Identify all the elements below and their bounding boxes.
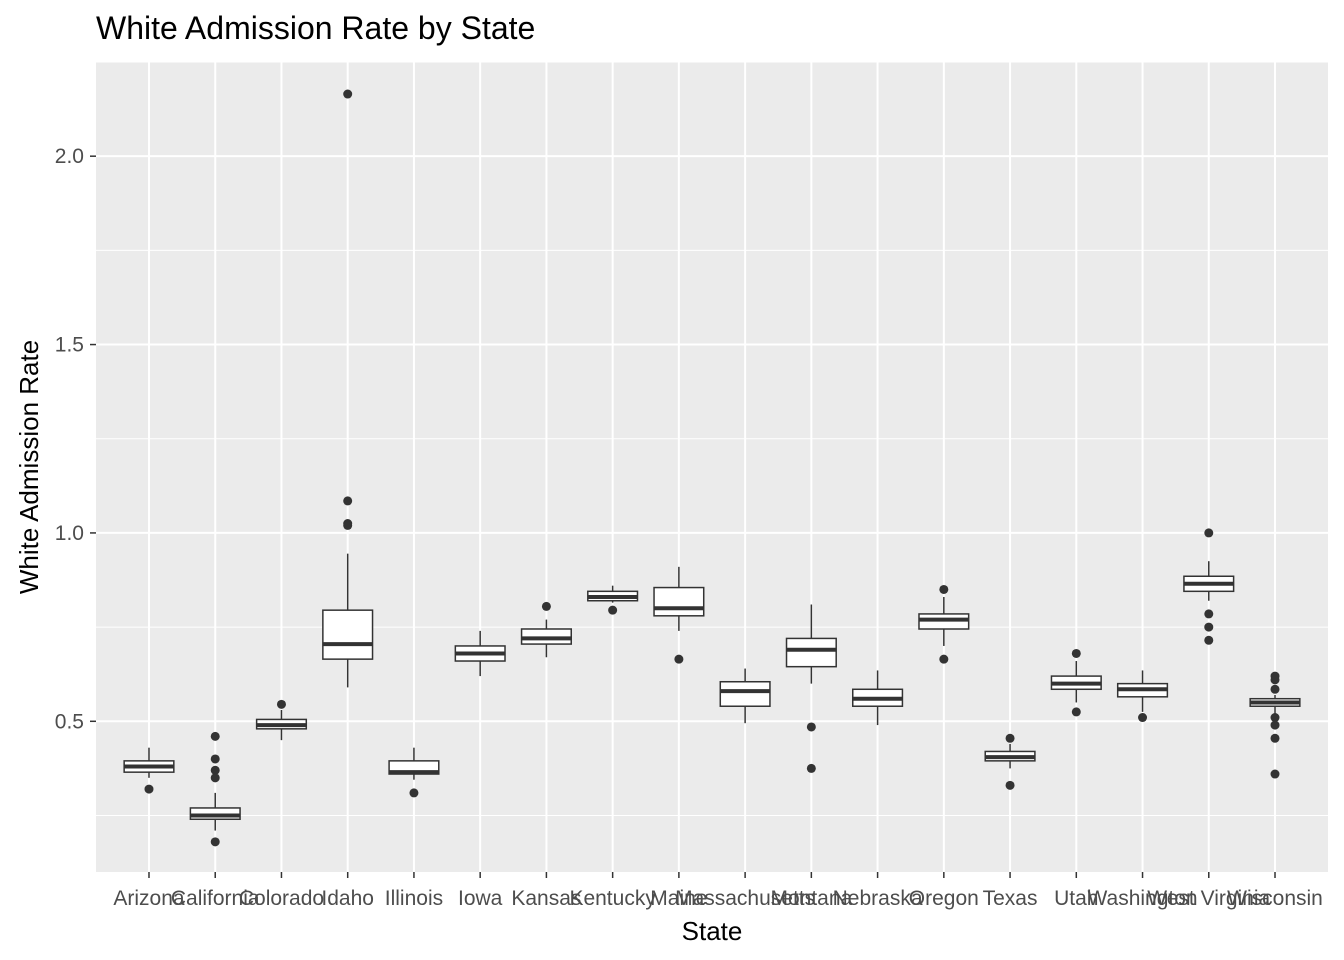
box-colorado [255, 699, 308, 741]
outlier-point [1204, 635, 1214, 645]
outlier-point [1270, 684, 1280, 694]
x-tick-label: Illinois [385, 887, 443, 910]
box-washington [1116, 670, 1169, 723]
outlier-point [210, 773, 220, 783]
outlier-point [343, 89, 353, 99]
outlier-point [806, 763, 816, 773]
box-kansas [520, 601, 572, 658]
x-tick-label: Oregon [909, 887, 979, 910]
outlier-point [1138, 713, 1148, 723]
box-iqr [785, 637, 837, 668]
outlier-point [1005, 780, 1015, 790]
outlier-point [939, 584, 949, 594]
box-utah [1050, 648, 1102, 717]
y-axis-title: White Admission Rate [14, 340, 44, 594]
x-tick-label: Arizona [113, 887, 185, 910]
outlier-point [144, 784, 154, 794]
y-tick-label: 0.5 [55, 710, 84, 733]
box-idaho [322, 89, 374, 688]
box-west-virginia [1183, 528, 1235, 645]
box-massachusetts [719, 668, 771, 724]
y-tick-label: 2.0 [55, 145, 84, 168]
y-tick-label: 1.5 [55, 334, 84, 357]
x-tick-label: Idaho [321, 887, 374, 910]
box-wisconsin [1249, 671, 1301, 779]
box-illinois [388, 747, 440, 798]
box-texas [984, 733, 1036, 790]
box-iqr [653, 586, 705, 617]
outlier-point [1071, 648, 1081, 658]
outlier-point [1270, 675, 1280, 685]
x-tick-label: Utah [1054, 887, 1098, 910]
x-tick-label: California [171, 887, 260, 910]
x-tick-label: Maine [650, 887, 707, 910]
x-tick-label: Montana [770, 887, 852, 910]
outlier-point [343, 520, 353, 530]
outlier-point [1270, 720, 1280, 730]
outlier-point [1071, 707, 1081, 717]
outlier-point [1005, 733, 1015, 743]
outlier-point [674, 654, 684, 664]
plot-panel [96, 62, 1328, 872]
x-tick-label: West Virginia [1147, 887, 1270, 910]
outlier-point [541, 601, 551, 611]
box-kentucky [587, 585, 639, 615]
y-tick-label: 1.0 [55, 522, 84, 545]
outlier-point [1270, 713, 1280, 723]
outlier-point [210, 731, 220, 741]
outlier-point [1204, 622, 1214, 632]
x-tick-label: Kansas [511, 887, 581, 910]
box-iqr [322, 609, 374, 660]
box-iowa [454, 630, 506, 677]
outlier-point [1204, 528, 1214, 538]
x-tick-label: Iowa [458, 887, 503, 910]
outlier-point [1270, 733, 1280, 743]
x-tick-label: Colorado [239, 887, 324, 910]
box-series [123, 89, 1301, 847]
outlier-point [343, 496, 353, 506]
box-nebraska [852, 670, 904, 726]
x-axis-title: State [682, 916, 743, 946]
outlier-point [1204, 609, 1214, 619]
outlier-point [1270, 769, 1280, 779]
x-tick-label: Texas [983, 887, 1038, 910]
outlier-point [409, 788, 419, 798]
outlier-point [210, 754, 220, 764]
outlier-point [210, 837, 220, 847]
x-tick-label: Wisconsin [1227, 887, 1323, 910]
box-maine [653, 566, 705, 664]
x-tick-label: Nebraska [833, 887, 923, 910]
box-montana [785, 604, 837, 773]
outlier-point [608, 605, 618, 615]
box-oregon [918, 584, 970, 664]
outlier-point [276, 699, 286, 709]
chart-title: White Admission Rate by State [96, 10, 536, 46]
x-tick-label: Kentucky [569, 887, 656, 910]
outlier-point [806, 722, 816, 732]
x-tick-label: Massachusetts [675, 887, 815, 910]
x-tick-label: Washington [1087, 887, 1197, 910]
box-california [189, 731, 241, 847]
y-axis: 0.5 1.0 1.5 2.0 [55, 145, 96, 733]
outlier-point [210, 765, 220, 775]
box-iqr [719, 680, 771, 707]
box-arizona [123, 747, 175, 794]
outlier-point [939, 654, 949, 664]
